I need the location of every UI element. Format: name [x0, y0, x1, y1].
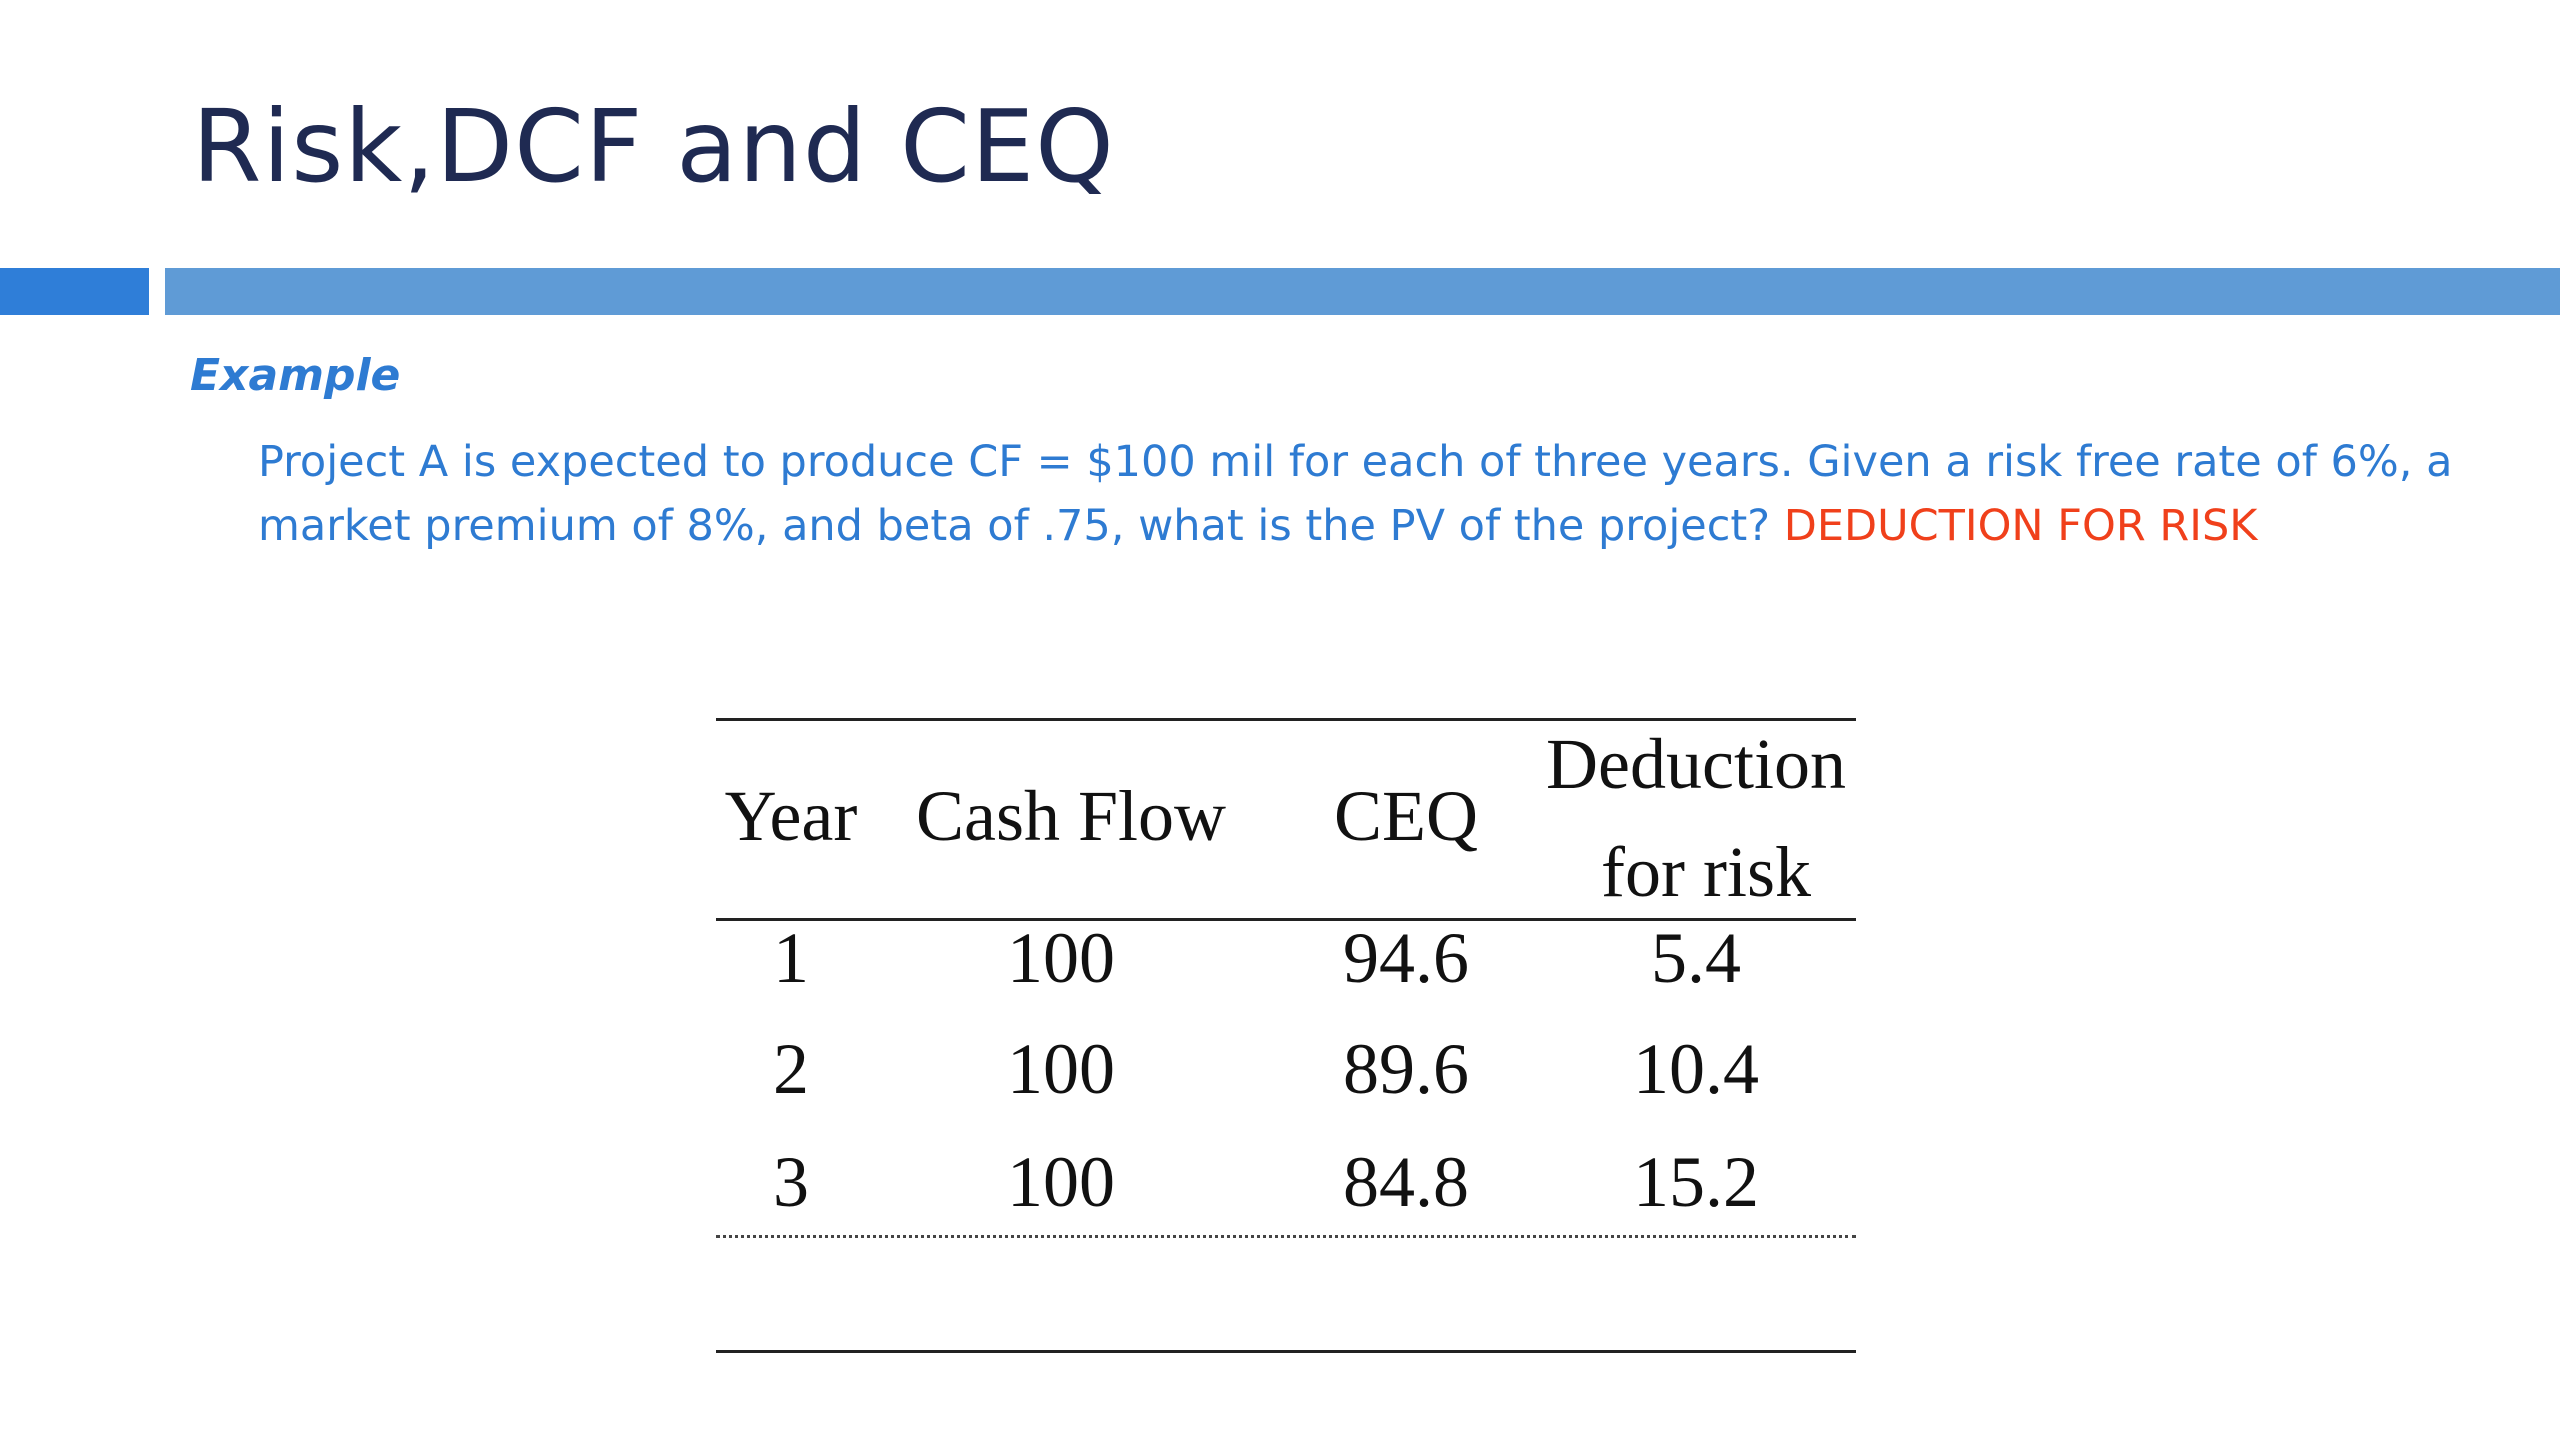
- table-dotted-rule: [716, 1235, 1856, 1238]
- row-2-deduction: 10.4: [1633, 1029, 1759, 1109]
- header-year: Year: [724, 776, 858, 856]
- accent-bar-right: [165, 268, 2560, 315]
- deduction-for-risk-highlight: DEDUCTION FOR RISK: [1783, 501, 2258, 551]
- row-1-deduction: 5.4: [1651, 918, 1741, 998]
- problem-statement: Project A is expected to produce CF = $1…: [258, 430, 2488, 558]
- header-deduction-line2: for risk: [1601, 832, 1811, 912]
- row-1-ceq: 94.6: [1343, 918, 1469, 998]
- row-3-year: 3: [773, 1142, 809, 1222]
- row-1-year: 1: [773, 918, 809, 998]
- accent-bar-left: [0, 268, 149, 315]
- row-3-cash-flow: 100: [1007, 1142, 1115, 1222]
- row-2-ceq: 89.6: [1343, 1029, 1469, 1109]
- problem-text: Project A is expected to produce CF = $1…: [258, 437, 2453, 551]
- row-3-deduction: 15.2: [1633, 1142, 1759, 1222]
- header-cash-flow: Cash Flow: [916, 776, 1227, 856]
- row-2-year: 2: [773, 1029, 809, 1109]
- example-label: Example: [190, 350, 401, 401]
- header-deduction-line1: Deduction: [1546, 724, 1846, 804]
- row-1-cash-flow: 100: [1007, 918, 1115, 998]
- row-3-ceq: 84.8: [1343, 1142, 1469, 1222]
- table-top-rule: [716, 718, 1856, 721]
- table-bottom-rule: [716, 1350, 1856, 1353]
- slide-title: Risk,DCF and CEQ: [192, 88, 1115, 205]
- header-ceq: CEQ: [1334, 776, 1478, 856]
- row-2-cash-flow: 100: [1007, 1029, 1115, 1109]
- header-bottom-rule: [716, 918, 1856, 921]
